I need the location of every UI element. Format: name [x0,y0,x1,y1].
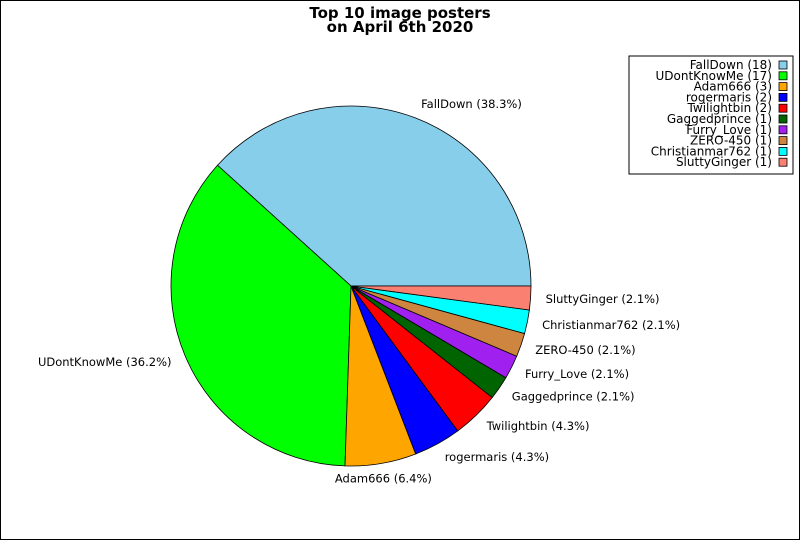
legend-label-gaggedprince: Gaggedprince (1) [667,112,772,126]
legend-label-christianmar762: Christianmar762 (1) [651,144,772,158]
pie-slices [170,105,532,467]
legend: FallDown (18)UDontKnowMe (17)Adam666 (3)… [628,55,794,175]
legend-label-furry_love: Furry_Love (1) [686,123,772,137]
legend-swatch-falldown [778,60,788,70]
pie-slice-sluttyginger [350,285,532,311]
legend-swatch-adam666 [778,82,788,91]
slice-label-zero-450: ZERO-450 (2.1%) [535,343,635,357]
slice-label-gaggedprince: Gaggedprince (2.1%) [512,389,635,403]
legend-swatch-christianmar762 [778,146,788,156]
chart-title-line-1: Top 10 image posters [309,4,490,22]
legend-swatch-gaggedprince [778,114,788,124]
legend-label-falldown: FallDown (18) [690,58,772,72]
slice-label-rogermaris: rogermaris (4.3%) [445,450,549,464]
pie-slice-udontknowme [170,164,352,467]
chart-title-line-2: on April 6th 2020 [327,18,474,36]
pie-slice-falldown [216,105,532,287]
slice-label-udontknowme: UDontKnowMe (36.2%) [38,355,172,369]
slice-label-falldown: FallDown (38.3%) [421,97,522,111]
legend-label-udontknowme: UDontKnowMe (17) [656,69,773,83]
slice-label-christianmar762: Christianmar762 (2.1%) [542,318,680,332]
legend-label-rogermaris: rogermaris (2) [686,90,772,104]
slice-label-furry_love: Furry_Love (2.1%) [525,367,629,381]
legend-label-sluttyginger: SluttyGinger (1) [676,155,772,169]
legend-swatch-sluttyginger [778,157,788,167]
legend-swatch-rogermaris [778,93,788,102]
legend-box [628,55,794,175]
legend-label-twilightbin: Twilightbin (2) [687,101,772,115]
legend-label-zero-450: ZERO-450 (1) [690,134,772,148]
legend-swatch-twilightbin [778,103,788,113]
slice-label-adam666: Adam666 (6.4%) [335,471,432,485]
legend-swatch-furry_love [778,125,788,135]
legend-label-adam666: Adam666 (3) [694,80,772,94]
slice-label-twilightbin: Twilightbin (4.3%) [486,419,590,433]
slice-label-sluttyginger: SluttyGinger (2.1%) [546,292,660,306]
legend-swatch-udontknowme [778,71,788,81]
legend-swatch-zero-450 [778,136,788,146]
slice-labels: FallDown (38.3%) UDontKnowMe (36.2%) Adam6… [38,97,680,485]
